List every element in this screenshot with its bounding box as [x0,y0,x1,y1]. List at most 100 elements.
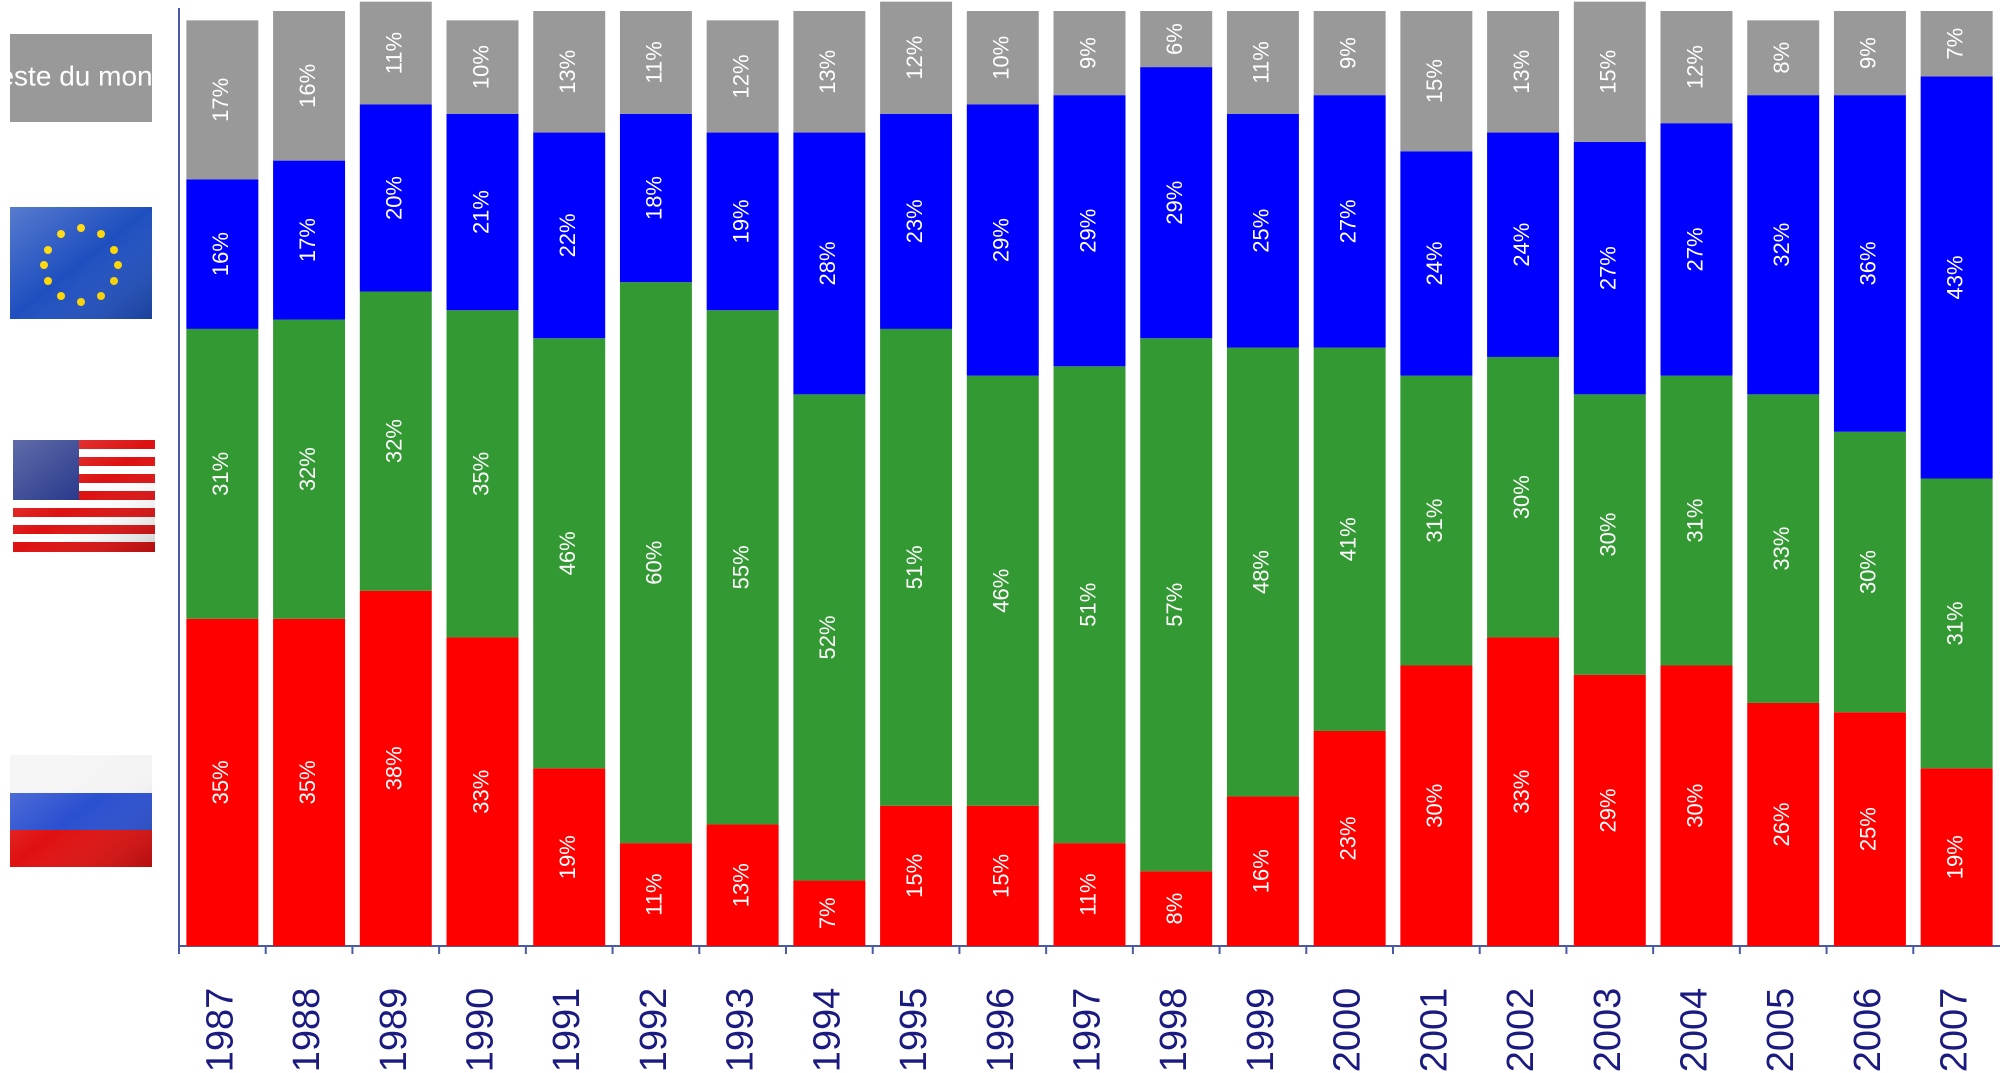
value-label: 11% [1075,873,1100,915]
value-label: 29% [989,218,1014,262]
x-tick-label: 2004 [1674,988,1716,1073]
x-tick-label: 1987 [199,988,241,1073]
eu-flag [10,207,152,319]
value-label: 30% [1856,550,1881,594]
x-tick-label: 1999 [1240,988,1282,1073]
value-label: 38% [382,746,407,790]
value-label: 43% [1942,255,1967,299]
value-label: 31% [1682,499,1707,543]
x-tick-label: 1989 [373,988,415,1073]
value-label: 19% [1942,835,1967,879]
value-label: 18% [642,176,667,220]
x-tick-label: 2005 [1760,988,1802,1073]
x-tick-label: 2006 [1847,988,1889,1073]
value-label: 15% [1596,50,1621,94]
x-tick-label: 1997 [1067,988,1109,1073]
value-label: 21% [468,190,493,234]
value-label: 6% [1162,23,1187,55]
value-label: 17% [208,78,233,122]
value-label: 31% [208,452,233,496]
value-label: 28% [815,241,840,285]
value-label: 32% [1769,223,1794,267]
x-tick-label: 2002 [1500,988,1542,1073]
value-label: 11% [1249,41,1274,83]
value-label: 15% [1422,59,1447,103]
value-label: 55% [728,545,753,589]
x-tick-label: 1996 [980,988,1022,1073]
value-label: 57% [1162,583,1187,627]
legend-label: Reste du monde [0,60,184,91]
value-label: 35% [208,760,233,804]
value-label: 25% [1249,209,1274,253]
value-label: 27% [1682,227,1707,271]
value-label: 9% [1075,37,1100,69]
us-flag [13,440,155,552]
value-label: 33% [468,770,493,814]
value-label: 16% [295,64,320,108]
value-label: 29% [1596,788,1621,832]
x-tick-label: 1990 [460,988,502,1073]
value-label: 30% [1509,475,1534,519]
value-label: 25% [1856,807,1881,851]
value-label: 23% [902,199,927,243]
value-label: 9% [1335,37,1360,69]
x-tick-label: 1992 [633,988,675,1073]
value-label: 35% [468,452,493,496]
value-label: 33% [1509,770,1534,814]
value-label: 31% [1422,499,1447,543]
value-label: 16% [1249,849,1274,893]
value-label: 22% [555,213,580,257]
value-label: 52% [815,615,840,659]
x-tick-label: 1994 [806,988,848,1073]
value-label: 26% [1769,802,1794,846]
value-label: 15% [989,854,1014,898]
value-label: 35% [295,760,320,804]
value-label: 30% [1422,784,1447,828]
value-label: 12% [902,36,927,80]
value-label: 20% [382,176,407,220]
value-label: 31% [1942,601,1967,645]
value-label: 29% [1075,209,1100,253]
value-label: 29% [1162,181,1187,225]
value-label: 12% [1682,45,1707,89]
value-label: 46% [555,531,580,575]
value-label: 8% [1769,42,1794,74]
x-tick-label: 1998 [1153,988,1195,1073]
value-label: 10% [468,45,493,89]
value-label: 13% [555,50,580,94]
value-label: 33% [1769,527,1794,571]
value-label: 13% [728,863,753,907]
value-label: 32% [295,447,320,491]
value-label: 7% [815,897,840,929]
value-label: 13% [815,50,840,94]
value-label: 15% [902,854,927,898]
value-label: 13% [1509,50,1534,94]
value-label: 30% [1682,784,1707,828]
value-label: 19% [728,199,753,243]
x-tick-label: 1995 [893,988,935,1073]
value-label: 19% [555,835,580,879]
chart: Reste du monde 35% [0,0,2000,1073]
x-tick-label: 2000 [1327,988,1369,1073]
value-label: 8% [1162,893,1187,925]
value-label: 24% [1422,241,1447,285]
value-label: 60% [642,541,667,585]
value-label: 16% [208,232,233,276]
value-label: 24% [1509,223,1534,267]
value-label: 7% [1942,28,1967,60]
value-label: 27% [1596,246,1621,290]
value-label: 36% [1856,241,1881,285]
value-label: 30% [1596,513,1621,557]
value-label: 11% [642,41,667,83]
value-label: 27% [1335,199,1360,243]
x-tick-label: 1993 [720,988,762,1073]
value-label: 51% [1075,583,1100,627]
value-label: 12% [728,54,753,98]
x-tick-label: 2007 [1934,988,1976,1073]
value-label: 17% [295,218,320,262]
value-label: 9% [1856,37,1881,69]
value-label: 32% [382,419,407,463]
x-tick-label: 1988 [286,988,328,1073]
x-tick-label: 1991 [546,988,588,1073]
value-label: 51% [902,545,927,589]
